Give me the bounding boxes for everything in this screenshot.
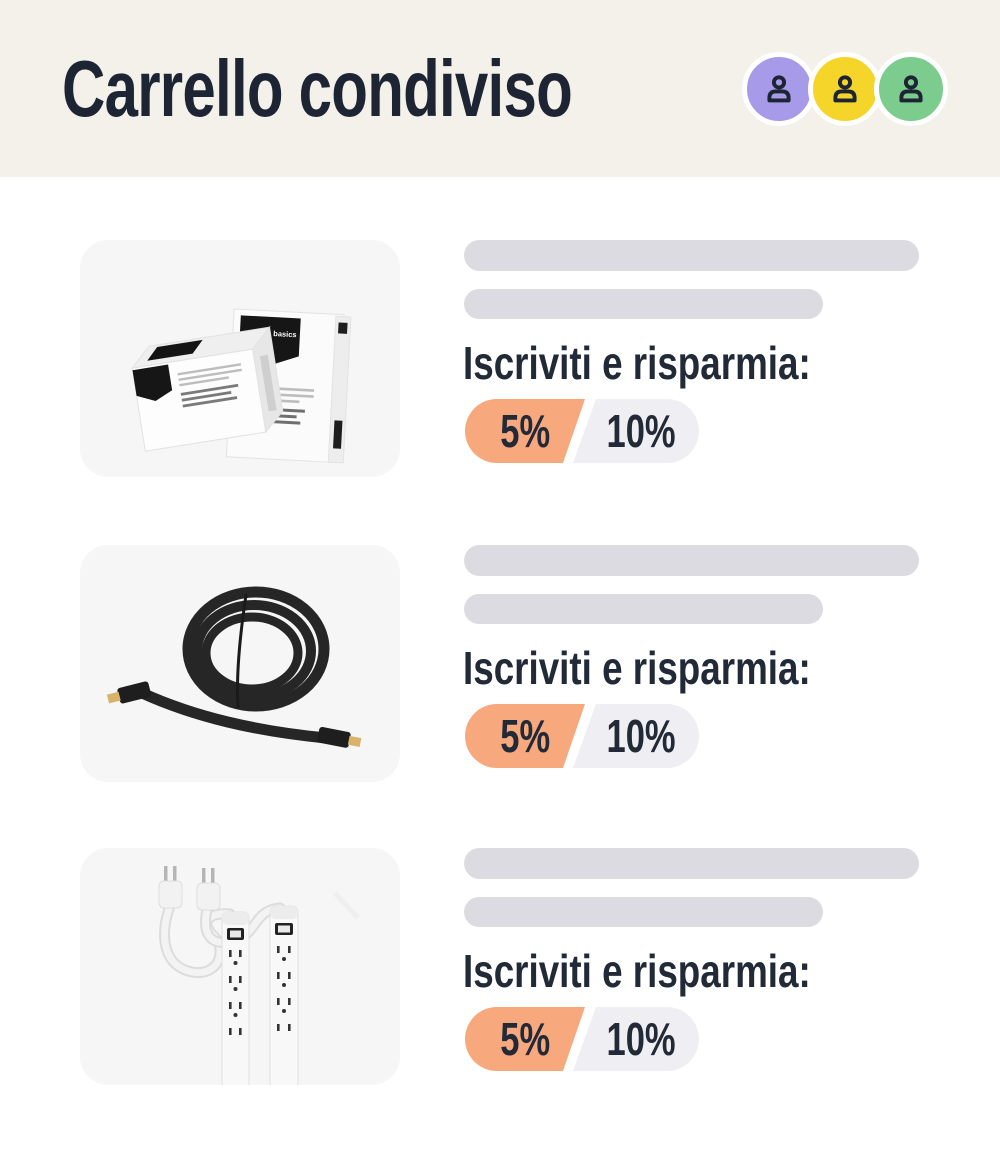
- discount-5-label: 5%: [500, 710, 550, 762]
- discount-10-badge[interactable]: 10%: [573, 399, 699, 463]
- product-card[interactable]: amazon basics: [80, 240, 400, 477]
- discount-5-badge[interactable]: 5%: [465, 704, 585, 768]
- discount-5-badge[interactable]: 5%: [465, 1007, 585, 1071]
- avatar-member-1[interactable]: [741, 51, 816, 126]
- discount-5-badge[interactable]: 5%: [465, 399, 585, 463]
- product-card[interactable]: [80, 545, 400, 782]
- discount-10-label: 10%: [606, 405, 676, 457]
- subscribe-save-label: Iscriviti e risparmia:: [463, 945, 811, 997]
- product-card[interactable]: [80, 848, 400, 1085]
- avatar-member-2[interactable]: [807, 51, 882, 126]
- cart-item: amazon basics: [0, 240, 1000, 545]
- avatar-member-3[interactable]: [873, 51, 948, 126]
- subscribe-save-label: Iscriviti e risparmia:: [463, 642, 811, 694]
- discount-options: 5% 10%: [465, 399, 699, 463]
- discount-options: 5% 10%: [465, 704, 699, 768]
- discount-10-label: 10%: [606, 1013, 676, 1065]
- discount-10-badge[interactable]: 10%: [573, 1007, 699, 1071]
- subscribe-save-label: Iscriviti e risparmia:: [463, 337, 811, 389]
- cart-item: Iscriviti e risparmia: 5% 10%: [0, 848, 1000, 1153]
- discount-options: 5% 10%: [465, 1007, 699, 1071]
- skeleton-subtitle-line: [464, 289, 823, 319]
- page-title: Carrello condiviso: [62, 43, 573, 133]
- skeleton-title-line: [464, 240, 919, 271]
- person-icon: [893, 71, 929, 107]
- power-strips-image: [158, 866, 360, 1085]
- paper-boxes-image: amazon basics: [131, 308, 352, 464]
- person-icon: [827, 71, 863, 107]
- page: { "header": { "title": "Carrello condivi…: [0, 0, 1000, 1085]
- discount-5-label: 5%: [500, 1013, 550, 1065]
- avatar-group: [741, 51, 948, 126]
- header: Carrello condiviso: [0, 0, 1000, 177]
- person-icon: [761, 71, 797, 107]
- discount-10-badge[interactable]: 10%: [573, 704, 699, 768]
- skeleton-subtitle-line: [464, 594, 823, 624]
- skeleton-subtitle-line: [464, 897, 823, 927]
- skeleton-title-line: [464, 848, 919, 879]
- cart-item: Iscriviti e risparmia: 5% 10%: [0, 545, 1000, 850]
- skeleton-title-line: [464, 545, 919, 576]
- discount-5-label: 5%: [500, 405, 550, 457]
- hdmi-cable-image: [106, 586, 362, 748]
- discount-10-label: 10%: [606, 710, 676, 762]
